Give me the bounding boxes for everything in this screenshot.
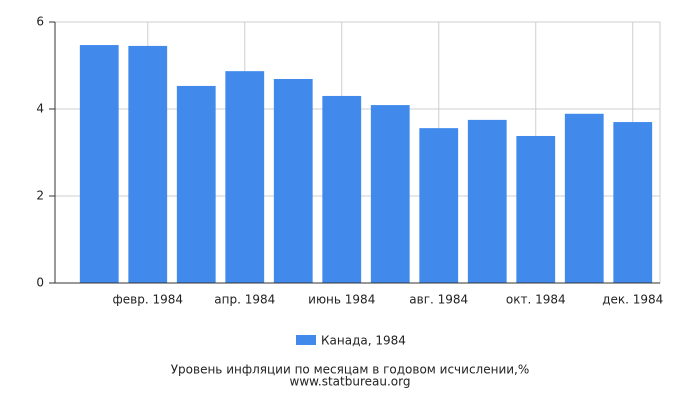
- bar: [128, 45, 168, 283]
- y-tick-label: 6: [36, 15, 44, 29]
- bar: [564, 113, 604, 283]
- bar: [613, 122, 653, 283]
- bar: [176, 85, 216, 283]
- bar: [516, 135, 556, 283]
- x-tick-label: февр. 1984: [113, 293, 184, 307]
- x-tick-label: окт. 1984: [506, 293, 566, 307]
- x-tick-label: авг. 1984: [409, 293, 468, 307]
- bar: [370, 105, 410, 284]
- legend-swatch: [296, 335, 316, 345]
- bar: [467, 119, 507, 283]
- y-tick-label: 4: [36, 102, 44, 116]
- bar: [419, 128, 459, 283]
- bar: [322, 95, 362, 283]
- y-tick-label: 0: [36, 276, 44, 290]
- chart-title: Уровень инфляции по месяцам в годовом ис…: [171, 363, 530, 377]
- x-tick-label: апр. 1984: [214, 293, 275, 307]
- bar: [273, 78, 313, 283]
- x-tick-label: дек. 1984: [602, 293, 663, 307]
- bar: [225, 71, 265, 283]
- bar: [79, 45, 119, 284]
- y-tick-label: 2: [36, 189, 44, 203]
- legend-label: Канада, 1984: [321, 334, 406, 348]
- chart-subtitle: www.statbureau.org: [290, 375, 411, 389]
- x-tick-label: июнь 1984: [308, 293, 375, 307]
